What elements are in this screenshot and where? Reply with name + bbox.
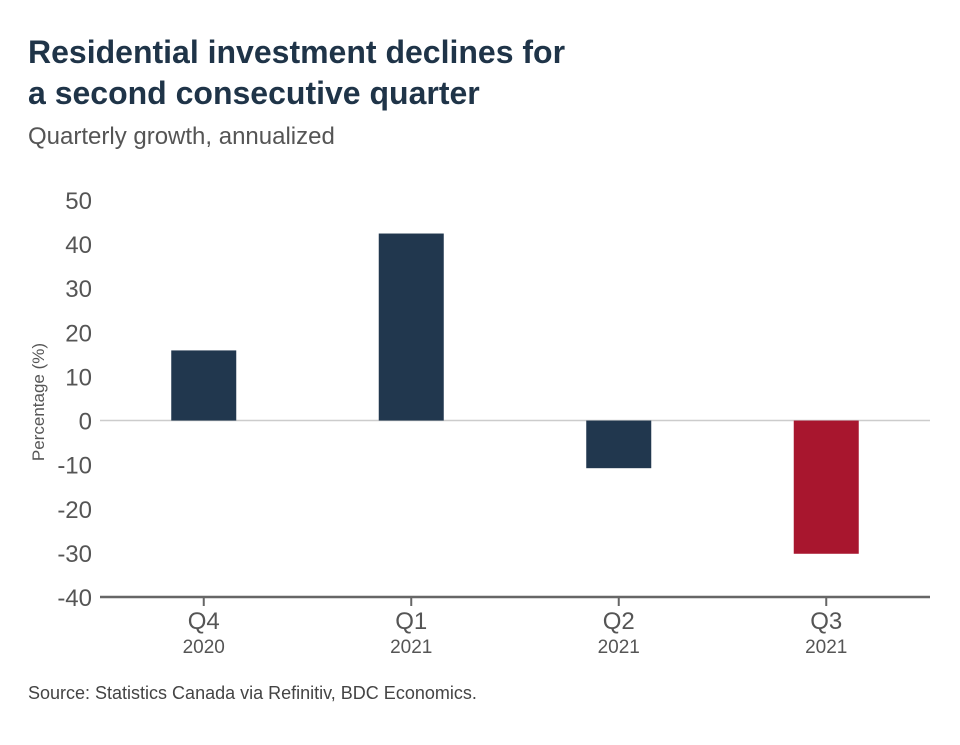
y-tick-label: 10	[65, 364, 92, 391]
y-tick-label: 30	[65, 276, 92, 303]
bar-q3-2021	[793, 420, 859, 554]
y-tick-label: -10	[57, 453, 92, 480]
bar-q1-2021	[378, 233, 444, 421]
y-tick-label: 50	[65, 188, 92, 215]
y-axis-ticks: 50 40 30 20 10 0 -10 -20 -30 -40	[57, 188, 92, 612]
y-tick-label: -40	[57, 585, 92, 612]
x-tick-year-label: 2021	[598, 637, 640, 658]
source-note: Source: Statistics Canada via Refinitiv,…	[28, 683, 477, 703]
chart-title-line-1: Residential investment declines for	[28, 34, 566, 70]
x-tick-year-label: 2020	[183, 637, 225, 658]
x-tick-label: Q2	[603, 608, 635, 635]
y-tick-label: -20	[57, 497, 92, 524]
bar-q4-2020	[171, 350, 237, 421]
y-tick-label: -30	[57, 541, 92, 568]
x-tick-label: Q4	[188, 608, 220, 635]
bar-series	[171, 233, 859, 554]
x-tick-year-label: 2021	[390, 637, 432, 658]
y-tick-label: 20	[65, 320, 92, 347]
x-tick-label: Q1	[395, 608, 427, 635]
x-tick-year-label: 2021	[805, 637, 847, 658]
x-tick-label: Q3	[810, 608, 842, 635]
bar-q2-2021	[586, 420, 652, 469]
y-tick-label: 0	[79, 409, 92, 436]
chart-title-line-2: a second consecutive quarter	[28, 75, 480, 111]
y-tick-label: 40	[65, 232, 92, 259]
chart-subtitle: Quarterly growth, annualized	[28, 123, 335, 150]
chart-title: Residential investment declines for a se…	[28, 32, 728, 114]
y-axis-label: Percentage (%)	[29, 343, 48, 461]
